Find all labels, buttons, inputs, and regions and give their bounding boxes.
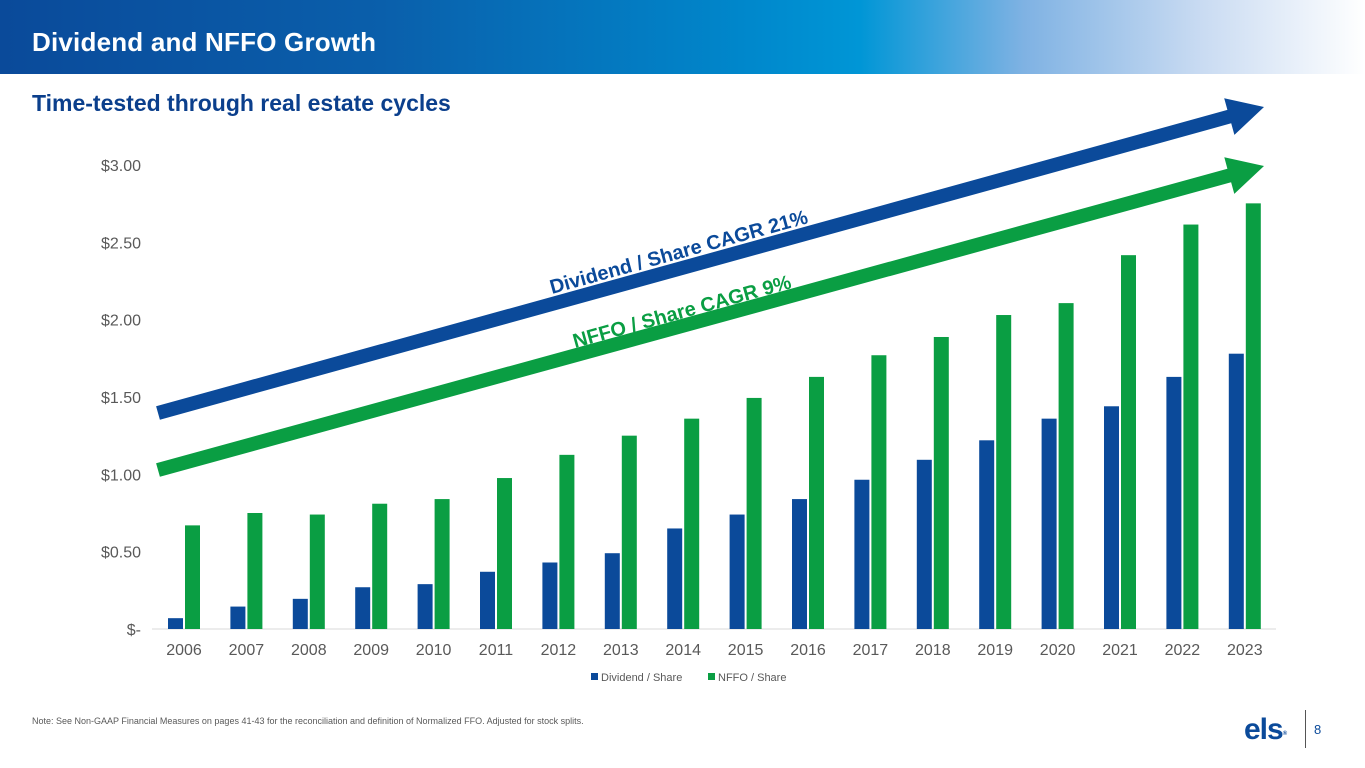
dividend-bar-2022 bbox=[1166, 376, 1182, 629]
dividend-bar-2014 bbox=[667, 528, 683, 629]
dividend-bar-2008 bbox=[292, 598, 308, 629]
page-number: 8 bbox=[1314, 722, 1322, 737]
x-tick-label: 2010 bbox=[416, 642, 452, 659]
x-tick-label: 2009 bbox=[353, 642, 389, 659]
x-tick-label: 2014 bbox=[665, 642, 701, 659]
dividend-bar-2020 bbox=[1041, 418, 1057, 629]
x-tick-label: 2015 bbox=[728, 642, 764, 659]
y-axis: $- $0.50 $1.00 $1.50 $2.00 $2.50 $3.00 bbox=[101, 158, 141, 639]
nffo-bar-2018 bbox=[933, 336, 949, 629]
x-tick-label: 2013 bbox=[603, 642, 639, 659]
footnote: Note: See Non-GAAP Financial Measures on… bbox=[32, 716, 584, 726]
dividend-bar-2006 bbox=[168, 618, 183, 629]
nffo-bar-2009 bbox=[372, 503, 388, 629]
nffo-bar-2012 bbox=[559, 454, 575, 629]
nffo-bar-2022 bbox=[1183, 224, 1199, 629]
dividend-bar-2011 bbox=[480, 571, 495, 629]
nffo-bar-2019 bbox=[996, 315, 1012, 629]
y-tick-label: $2.50 bbox=[101, 235, 141, 252]
nffo-bar-2013 bbox=[621, 435, 637, 629]
dividend-bar-2012 bbox=[542, 562, 558, 629]
y-tick-label: $3.00 bbox=[101, 158, 141, 175]
dividend-bar-2021 bbox=[1104, 406, 1119, 629]
dividend-bar-2010 bbox=[417, 584, 433, 629]
x-tick-label: 2008 bbox=[291, 642, 327, 659]
dividend-bar-2017 bbox=[854, 479, 870, 629]
y-tick-label: $1.00 bbox=[101, 467, 141, 484]
x-tick-label: 2016 bbox=[790, 642, 826, 659]
x-tick-label: 2012 bbox=[541, 642, 577, 659]
logo-text: els bbox=[1244, 713, 1284, 746]
dividend-cagr-arrow: Dividend / Share CAGR 21% bbox=[156, 98, 1265, 420]
x-tick-label: 2019 bbox=[977, 642, 1013, 659]
nffo-bar-2023 bbox=[1245, 203, 1261, 629]
y-tick-label: $- bbox=[127, 622, 141, 639]
dividend-bar-2013 bbox=[604, 553, 620, 629]
legend-label-nffo: NFFO / Share bbox=[718, 672, 786, 684]
x-tick-label: 2023 bbox=[1227, 642, 1263, 659]
y-tick-label: $0.50 bbox=[101, 545, 141, 562]
x-tick-label: 2017 bbox=[853, 642, 889, 659]
x-tick-label: 2006 bbox=[166, 642, 202, 659]
nffo-bar-2011 bbox=[497, 478, 512, 629]
nffo-bar-2008 bbox=[309, 514, 325, 629]
footer-divider bbox=[1305, 710, 1306, 748]
dividend-bar-2007 bbox=[230, 606, 246, 629]
nffo-bar-2007 bbox=[247, 513, 263, 629]
legend-swatch-dividend bbox=[591, 673, 598, 680]
x-tick-label: 2018 bbox=[915, 642, 951, 659]
x-tick-label: 2021 bbox=[1102, 642, 1138, 659]
legend-label-dividend: Dividend / Share bbox=[601, 672, 682, 684]
legend-swatch-nffo bbox=[708, 673, 715, 680]
x-axis: 2006 2007 2008 2009 2010 2011 2012 2013 2014 2015… bbox=[166, 642, 1262, 659]
y-tick-label: $1.50 bbox=[101, 390, 141, 407]
dividend-bar-2023 bbox=[1228, 353, 1244, 629]
bars-group bbox=[168, 203, 1261, 630]
nffo-trend-arrow-shape bbox=[156, 157, 1265, 477]
page-subtitle: Time-tested through real estate cycles bbox=[32, 90, 451, 116]
nffo-bar-2021 bbox=[1121, 255, 1136, 630]
page-title: Dividend and NFFO Growth bbox=[32, 27, 377, 57]
nffo-bar-2015 bbox=[746, 397, 762, 629]
dividend-bar-2019 bbox=[979, 440, 995, 629]
dividend-trend-arrow-shape bbox=[156, 98, 1265, 420]
dividend-bar-2009 bbox=[355, 587, 371, 629]
legend: Dividend / Share NFFO / Share bbox=[591, 672, 786, 684]
x-tick-label: 2020 bbox=[1040, 642, 1076, 659]
nffo-bar-2010 bbox=[434, 499, 450, 629]
x-tick-label: 2007 bbox=[229, 642, 265, 659]
nffo-bar-2014 bbox=[684, 418, 700, 629]
x-tick-label: 2011 bbox=[479, 642, 514, 659]
nffo-bar-2017 bbox=[871, 355, 887, 629]
nffo-bar-2016 bbox=[809, 376, 824, 629]
dividend-bar-2016 bbox=[792, 499, 807, 629]
dividend-bar-2018 bbox=[916, 459, 932, 629]
x-tick-label: 2022 bbox=[1165, 642, 1201, 659]
dividend-bar-2015 bbox=[729, 514, 745, 629]
nffo-cagr-arrow: NFFO / Share CAGR 9% bbox=[156, 157, 1265, 477]
header-banner: Dividend and NFFO Growth bbox=[0, 0, 1365, 74]
company-logo: els® bbox=[1244, 713, 1288, 746]
registered-mark: ® bbox=[1282, 731, 1288, 737]
nffo-bar-2020 bbox=[1058, 303, 1074, 629]
nffo-bar-2006 bbox=[185, 525, 200, 629]
y-tick-label: $2.00 bbox=[101, 313, 141, 330]
